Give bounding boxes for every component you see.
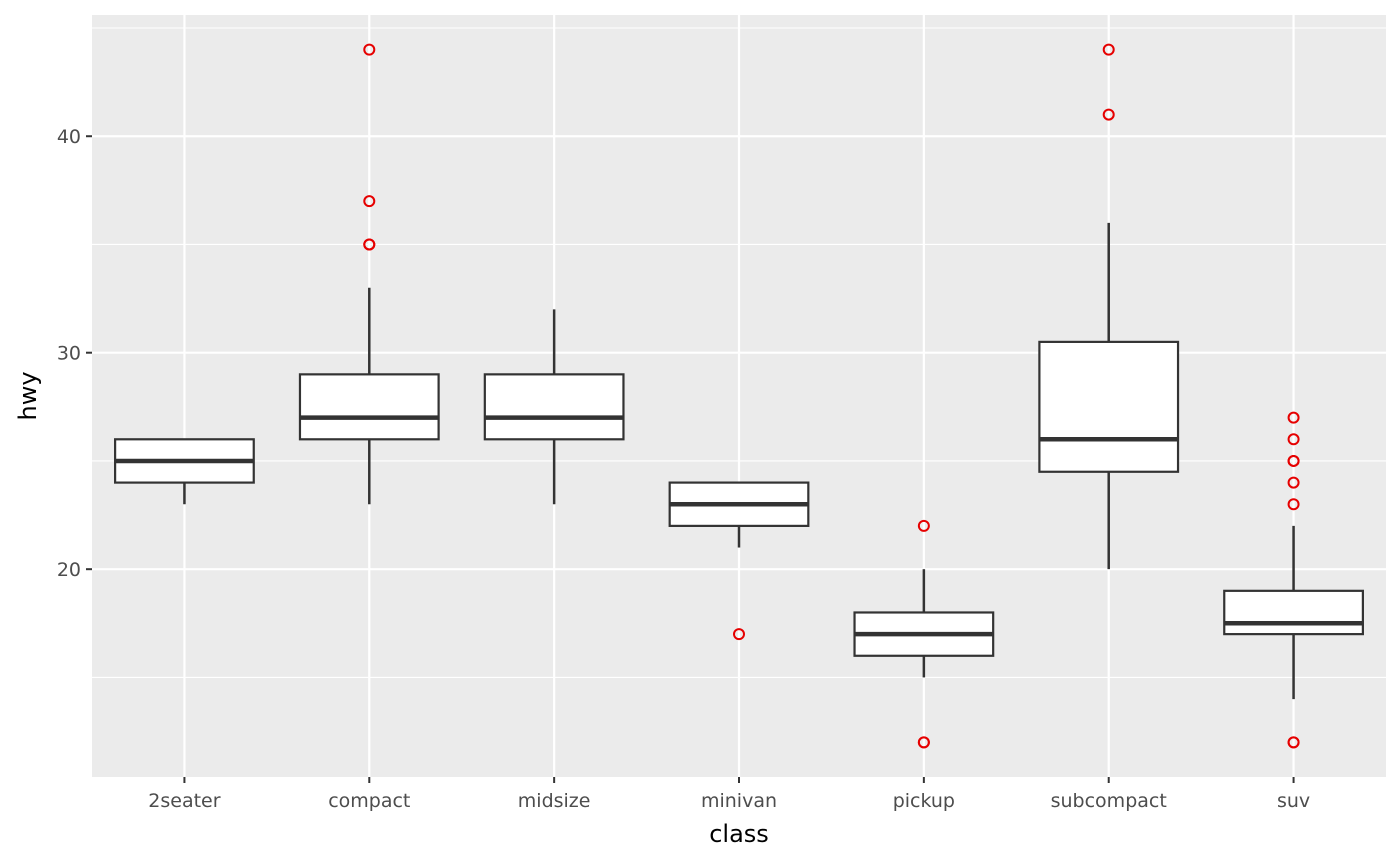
outlier-point	[917, 736, 930, 749]
x-axis-title: class	[709, 820, 769, 848]
box-suv	[1223, 411, 1364, 749]
y-tick-label: 40	[57, 126, 81, 148]
outlier-point	[1287, 736, 1300, 749]
outlier-point	[733, 628, 745, 641]
iqr-box	[1038, 340, 1180, 473]
iqr-box	[1223, 589, 1364, 636]
box-pickup	[853, 519, 995, 749]
x-tick-label: subcompact	[1051, 790, 1167, 812]
outlier-point	[1102, 43, 1115, 56]
y-axis: 20 30 40	[57, 126, 92, 581]
outlier-point	[1287, 411, 1300, 424]
outlier-point	[363, 43, 376, 56]
outlier-point	[1102, 108, 1115, 121]
outlier-point	[1287, 454, 1300, 467]
y-tick-label: 20	[57, 559, 81, 581]
x-tick-label: suv	[1277, 790, 1310, 812]
x-tick-label: 2seater	[148, 790, 220, 812]
box-2seater	[114, 438, 255, 505]
iqr-box	[483, 373, 625, 441]
outlier-point	[363, 195, 376, 208]
outlier-point	[1287, 498, 1300, 511]
outlier-point	[1287, 433, 1300, 446]
x-axis: 2seater compact midsize minivan pickup subcom…	[148, 777, 1310, 812]
iqr-box	[298, 373, 440, 441]
y-tick-label: 30	[57, 343, 81, 365]
y-axis-title: hwy	[14, 371, 42, 420]
x-tick-label: midsize	[518, 790, 591, 812]
box-compact	[298, 43, 440, 505]
outlier-point	[363, 238, 376, 251]
box-subcompact	[1038, 43, 1180, 570]
outlier-point	[1287, 476, 1300, 489]
outlier-point	[917, 519, 930, 532]
x-tick-label: minivan	[701, 790, 777, 812]
x-tick-label: pickup	[893, 790, 955, 812]
box-series	[114, 43, 1364, 749]
x-tick-label: compact	[328, 790, 410, 812]
box-midsize	[483, 309, 625, 505]
box-minivan	[668, 481, 810, 641]
